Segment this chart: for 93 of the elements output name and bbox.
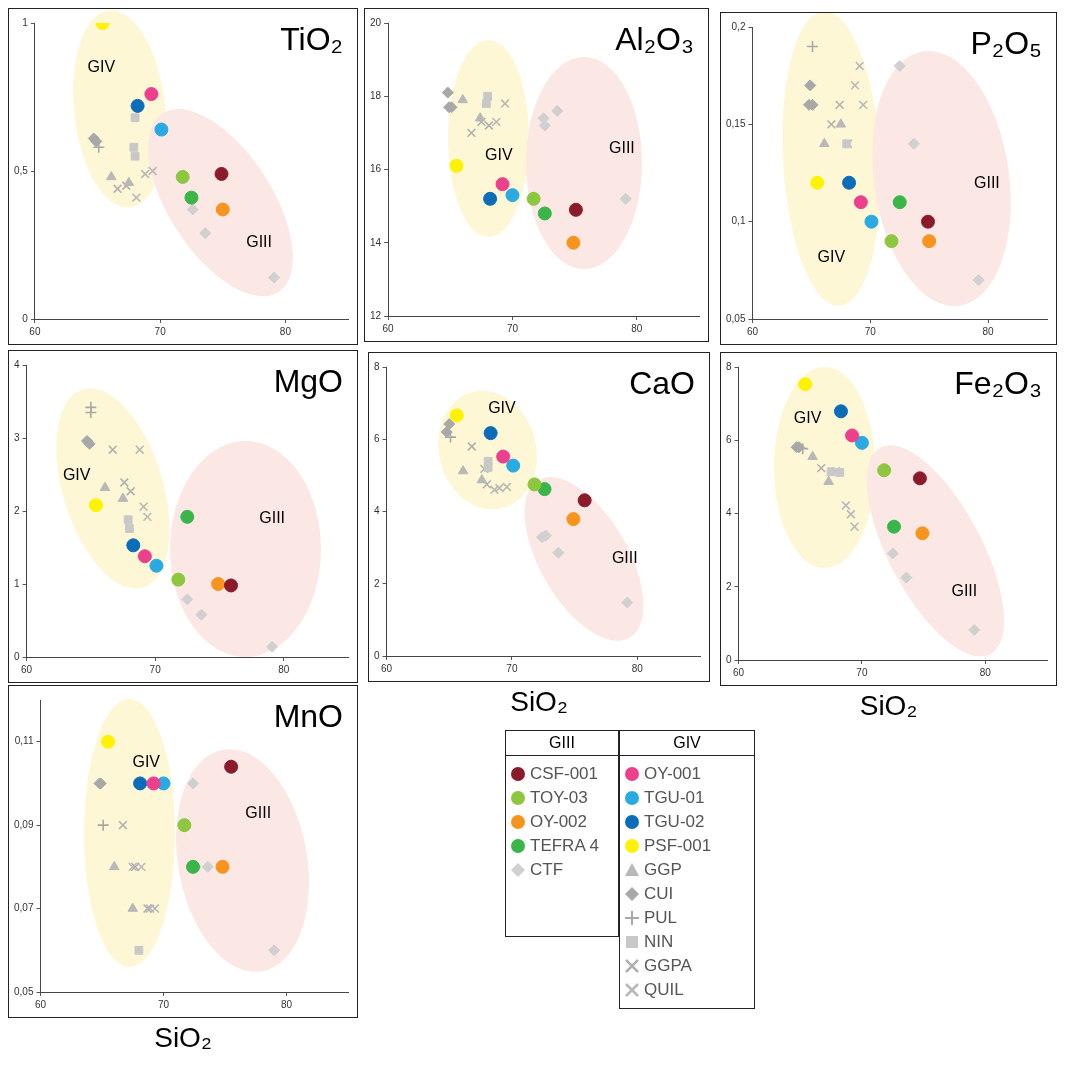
annotation: GIII [245, 803, 272, 822]
x-tick-label: 80 [631, 662, 644, 674]
x-tick-label: 60 [21, 663, 33, 675]
y-tick-label: 0,05 [725, 312, 746, 324]
x-axis-title: SiO₂ [153, 1022, 213, 1054]
x-tick-label: 60 [746, 325, 759, 337]
chart-title: CaO [629, 365, 695, 402]
annotation: GIII [246, 233, 272, 252]
y-tick-label: 8 [726, 360, 732, 372]
x-tick-label: 70 [154, 325, 167, 337]
y-tick-label: 16 [370, 163, 382, 175]
legend-label: PSF-001 [644, 836, 712, 856]
x-tick-label: 70 [157, 998, 170, 1010]
x-tick-label: 70 [506, 322, 519, 334]
y-tick-label: 0 [22, 312, 29, 324]
legend-label: TGU-01 [644, 788, 705, 808]
legend-label: OY-001 [644, 764, 702, 784]
annotation: GIV [817, 247, 846, 266]
chart-title: MgO [273, 363, 343, 400]
y-tick-label: 0,2 [731, 20, 746, 32]
x-tick-label: 60 [381, 662, 393, 674]
legend-label: OY-002 [530, 812, 588, 832]
legend-label: QUIL [644, 980, 684, 1000]
y-tick-label: 0,15 [725, 118, 746, 130]
x-tick-label: 60 [29, 325, 41, 337]
legend-label: NIN [644, 932, 674, 952]
annotation: GIV [132, 753, 161, 772]
y-tick-label: 2 [726, 580, 732, 592]
annotation: GIV [87, 58, 116, 77]
chart-title: MnO [273, 698, 343, 735]
x-axis-title: SiO₂ [509, 686, 569, 718]
annotation: GIII [951, 582, 978, 601]
x-tick-label: 80 [280, 998, 293, 1010]
x-tick-label: 80 [279, 325, 292, 337]
x-tick-label: 80 [631, 322, 643, 334]
legend-label: TGU-02 [644, 812, 705, 832]
legend-label: CSF-001 [530, 764, 599, 784]
x-tick-label: 80 [278, 663, 290, 675]
annotation: GIV [62, 465, 91, 484]
annotation: GIII [611, 549, 638, 568]
y-tick-label: 6 [726, 434, 732, 445]
chart-title: Al₂O₃ [615, 21, 694, 58]
chart-title: P₂O₅ [970, 25, 1042, 62]
y-tick-label: 4 [374, 505, 380, 517]
annotation: GIII [609, 138, 635, 157]
legend-label: PUL [644, 908, 678, 928]
y-tick-label: 18 [370, 90, 382, 101]
annotation: GIV [488, 399, 516, 418]
x-tick-label: 70 [506, 662, 518, 674]
chart-title: Fe₂O₃ [954, 365, 1042, 402]
y-tick-label: 0,09 [13, 818, 34, 830]
y-tick-label: 0 [374, 649, 380, 661]
y-tick-label: 8 [374, 360, 380, 372]
legend-label: CTF [530, 860, 564, 880]
x-tick-label: 70 [149, 663, 162, 675]
annotation: GIII [974, 173, 1000, 192]
chart-title: TiO₂ [280, 21, 343, 58]
annotation: GIII [259, 509, 286, 528]
y-tick-label: 0,07 [13, 902, 34, 914]
annotation: GIV [793, 409, 822, 428]
x-tick-label: 60 [733, 666, 745, 678]
text: GIV [620, 731, 754, 756]
y-tick-label: 2 [374, 577, 380, 589]
x-tick-label: 70 [864, 325, 877, 337]
legend-label: TEFRA 4 [530, 836, 599, 856]
y-tick-label: 20 [370, 16, 382, 28]
x-tick-label: 60 [34, 998, 47, 1010]
legend-label: GGPA [644, 956, 692, 976]
y-tick-label: 4 [726, 507, 732, 519]
x-axis-title: SiO₂ [858, 690, 919, 722]
y-tick-label: 14 [370, 236, 382, 248]
y-tick-label: 0,11 [14, 735, 34, 747]
legend-label: GGP [644, 860, 682, 880]
x-tick-label: 60 [382, 322, 395, 334]
y-tick-label: 1 [22, 16, 29, 28]
y-tick-label: 0,5 [14, 164, 29, 176]
y-tick-label: 0 [726, 653, 732, 665]
y-tick-label: 0 [14, 650, 20, 662]
y-tick-label: 12 [370, 309, 382, 321]
y-tick-label: 2 [14, 504, 20, 516]
y-tick-label: 1 [14, 577, 20, 589]
annotation: GIV [485, 145, 513, 164]
text: GIII [506, 731, 618, 756]
x-tick-label: 70 [856, 666, 868, 678]
y-tick-label: 6 [374, 433, 380, 444]
x-tick-label: 80 [982, 325, 995, 337]
y-tick-label: 4 [14, 358, 20, 370]
y-tick-label: 0,1 [731, 215, 746, 227]
y-tick-label: 0,05 [13, 985, 34, 997]
y-tick-label: 3 [14, 431, 20, 443]
legend-label: CUI [644, 884, 674, 904]
legend-label: TOY-03 [530, 788, 588, 808]
x-tick-label: 80 [979, 666, 992, 678]
